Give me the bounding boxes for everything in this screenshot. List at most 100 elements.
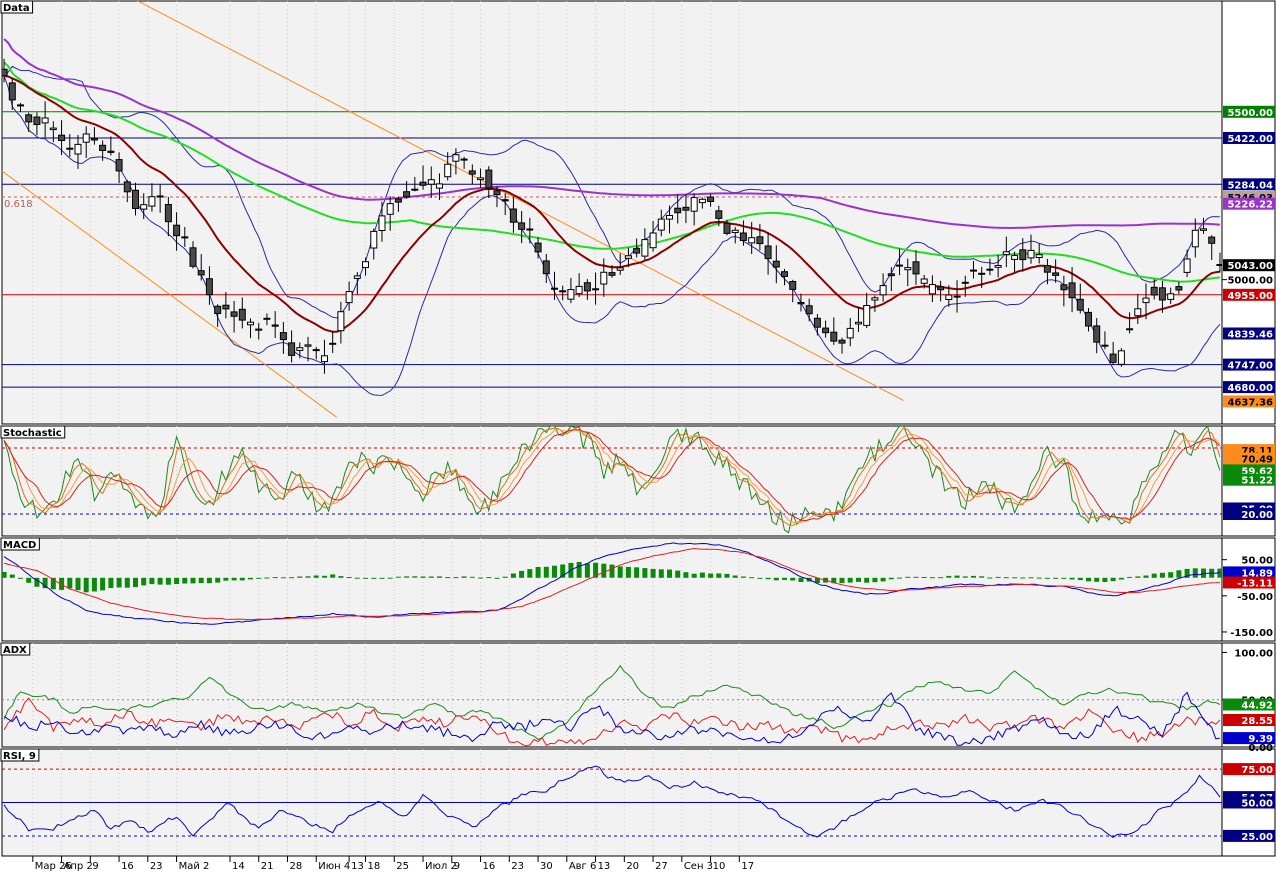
candle-body [501, 199, 509, 202]
candle-body [1093, 325, 1101, 343]
candle-body [468, 170, 476, 175]
macd-hist-bar [34, 577, 40, 587]
macd-value-tag: 14.89 [1223, 566, 1275, 579]
stoch-value-tag: 51.22 [1223, 473, 1275, 487]
rsi-title-text: RSI, 9 [3, 751, 36, 762]
macd-hist-bar [256, 577, 262, 579]
adx-line [3, 664, 1221, 740]
stochastic-panel[interactable] [1, 425, 1223, 537]
candle-body [600, 271, 608, 285]
macd-hist-bar [272, 577, 278, 579]
price-level-tag: 5284.04 [1223, 178, 1275, 191]
macd-hist-bar [502, 576, 508, 578]
candle-body [764, 245, 772, 260]
macd-panel[interactable] [1, 537, 1223, 642]
macd-hist-bar [971, 575, 976, 578]
candle-body [715, 210, 723, 219]
macd-hist-bar [190, 577, 196, 584]
candle-body [477, 177, 485, 181]
macd-hist-bar [1061, 577, 1067, 579]
macd-hist-bar [412, 576, 418, 578]
macd-hist-bar [510, 573, 516, 578]
candle-body [666, 215, 673, 220]
candle-body [197, 270, 205, 276]
macd-hist-bar [133, 577, 138, 588]
macd-hist-bar [157, 577, 163, 585]
candle-body [567, 289, 575, 300]
candle-body [575, 285, 583, 295]
adx-axis-tick: 0.00 [1248, 743, 1273, 754]
candle-body [970, 269, 977, 272]
candle-body [148, 196, 156, 207]
macd-hist-bar [371, 577, 377, 579]
x-tick-label: 9 [92, 861, 98, 872]
candle-body [937, 286, 945, 291]
macd-hist-bar [437, 576, 442, 578]
ma-long-line [3, 38, 1220, 230]
macd-hist-bar [428, 576, 434, 578]
stoch-slow-1 [3, 426, 1221, 526]
macd-value-tag-text: -13.11 [1237, 579, 1273, 590]
macd-hist-bar [206, 577, 212, 584]
macd-hist-bar [1053, 577, 1059, 579]
adx-value-tag-text: 44.92 [1241, 701, 1273, 712]
candle-body [312, 349, 320, 352]
macd-hist-bar [50, 577, 56, 590]
macd-hist-bar [1028, 577, 1034, 579]
rsi-value-tag-text: 25.00 [1241, 832, 1273, 843]
x-tick-label: 14 [232, 861, 245, 872]
candle-body [1134, 308, 1142, 317]
trend-line-1[interactable] [0, 145, 338, 418]
price-level-tag-text: 5422.00 [1227, 134, 1273, 145]
macd-hist-bar [1217, 568, 1222, 578]
candle-body [41, 117, 49, 124]
macd-hist-bar [1077, 577, 1083, 581]
candle-body [1183, 258, 1191, 273]
macd-axis [1221, 537, 1276, 642]
adx-value-tag: 28.55 [1223, 714, 1275, 727]
macd-hist-bar [387, 577, 393, 579]
macd-hist-bar [642, 568, 648, 578]
candle-body [994, 265, 1002, 268]
macd-hist-bar [888, 577, 894, 580]
price-value-tag: 5226.22 [1223, 197, 1275, 211]
macd-hist-bar [897, 577, 902, 579]
macd-hist-bar [83, 577, 89, 593]
candle-body [1052, 272, 1060, 276]
trend-line-2[interactable] [131, 0, 904, 401]
macd-hist-bar [124, 577, 130, 588]
macd-hist-bar [535, 567, 541, 578]
candle-body [132, 189, 139, 210]
candle-body [871, 297, 879, 301]
rsi-value-tag-text: 75.00 [1241, 765, 1273, 776]
candle-body [8, 82, 16, 101]
candle-body [279, 332, 287, 341]
price-level-tag: 4680.00 [1223, 381, 1275, 394]
candle-body [1002, 251, 1010, 256]
adx-title: ADX [0, 642, 31, 656]
candle-body [896, 264, 903, 267]
candle-body [33, 116, 41, 125]
candle-body [526, 228, 534, 231]
candle-body [1158, 287, 1166, 301]
macd-hist-bar [174, 577, 180, 584]
macd-hist-bar [395, 576, 401, 578]
candle-body [1076, 298, 1084, 311]
x-tick-label: 10 [713, 861, 726, 872]
macd-hist-bar [864, 577, 870, 583]
candle-body [838, 339, 846, 344]
candle-body [230, 311, 238, 317]
candle-body [140, 204, 148, 210]
macd-hist-bar [108, 577, 114, 588]
macd-hist-bar [239, 577, 245, 581]
candle-body [419, 181, 427, 186]
macd-hist-bar [987, 577, 993, 579]
macd-hist-bar [691, 573, 697, 578]
x-tick-label: 28 [289, 861, 302, 872]
candle-body [953, 295, 961, 298]
macd-hist-bar [322, 575, 327, 578]
candle-body [452, 154, 460, 162]
price-value-tag-text: 4839.46 [1227, 330, 1273, 341]
price-panel[interactable] [1, 0, 1223, 425]
